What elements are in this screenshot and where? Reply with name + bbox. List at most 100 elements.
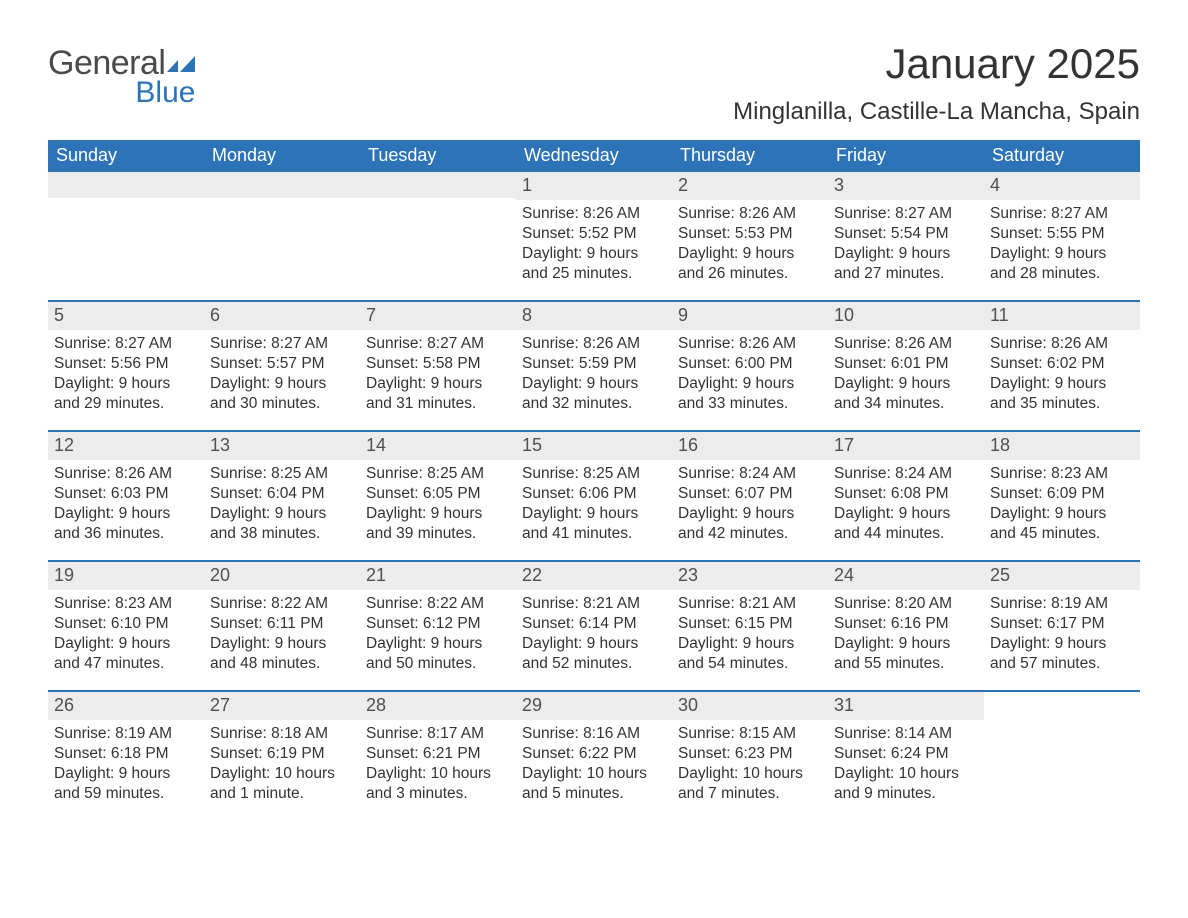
daylight-line: Daylight: 9 hours and 55 minutes.	[834, 634, 978, 674]
day-body: Sunrise: 8:21 AMSunset: 6:14 PMDaylight:…	[520, 594, 668, 673]
day-number: 22	[516, 562, 672, 590]
day-cell: 26 Sunrise: 8:19 AMSunset: 6:18 PMDayligh…	[48, 692, 204, 820]
daylight-line: Daylight: 10 hours and 7 minutes.	[678, 764, 822, 804]
day-body: Sunrise: 8:20 AMSunset: 6:16 PMDaylight:…	[832, 594, 980, 673]
daylight-line: Daylight: 9 hours and 41 minutes.	[522, 504, 666, 544]
day-number: 2	[672, 172, 828, 200]
dow-cell: Tuesday	[360, 140, 516, 172]
sunset-line: Sunset: 6:22 PM	[522, 744, 666, 764]
daylight-line: Daylight: 9 hours and 47 minutes.	[54, 634, 198, 674]
sunset-line: Sunset: 6:15 PM	[678, 614, 822, 634]
brand-text: General Blue	[48, 46, 197, 110]
day-number: 19	[48, 562, 204, 590]
empty-day-strip	[204, 172, 360, 198]
day-cell: 24Sunrise: 8:20 AMSunset: 6:16 PMDayligh…	[828, 562, 984, 690]
daylight-line: Daylight: 9 hours and 25 minutes.	[522, 244, 666, 284]
day-number: 21	[360, 562, 516, 590]
daylight-line: Daylight: 9 hours and 45 minutes.	[990, 504, 1134, 544]
sunrise-line: Sunrise: 8:26 AM	[54, 464, 198, 484]
title-block: January 2025 Minglanilla, Castille-La Ma…	[733, 40, 1140, 126]
week-row: 1Sunrise: 8:26 AMSunset: 5:52 PMDaylight…	[48, 172, 1140, 300]
day-number: 14	[360, 432, 516, 460]
sunset-line: Sunset: 6:18 PM	[54, 744, 198, 764]
sunrise-line: Sunrise: 8:23 AM	[54, 594, 198, 614]
daylight-line: Daylight: 9 hours and 39 minutes.	[366, 504, 510, 544]
daylight-line: Daylight: 9 hours and 59 minutes.	[54, 764, 198, 804]
day-cell: 5Sunrise: 8:27 AMSunset: 5:56 PMDaylight…	[48, 302, 204, 430]
day-cell	[360, 172, 516, 300]
day-cell: 1Sunrise: 8:26 AMSunset: 5:52 PMDaylight…	[516, 172, 672, 300]
day-cell: 14Sunrise: 8:25 AMSunset: 6:05 PMDayligh…	[360, 432, 516, 560]
day-cell: 23Sunrise: 8:21 AMSunset: 6:15 PMDayligh…	[672, 562, 828, 690]
sunrise-line: Sunrise: 8:26 AM	[678, 204, 822, 224]
day-number: 3	[828, 172, 984, 200]
day-cell	[984, 692, 1140, 820]
sunrise-line: Sunrise: 8:24 AM	[678, 464, 822, 484]
sunrise-line: Sunrise: 8:15 AM	[678, 724, 822, 744]
day-cell: 21Sunrise: 8:22 AMSunset: 6:12 PMDayligh…	[360, 562, 516, 690]
day-number: 20	[204, 562, 360, 590]
day-body: Sunrise: 8:19 AMSunset: 6:18 PMDaylight:…	[52, 724, 200, 803]
month-title: January 2025	[733, 40, 1140, 88]
day-body: Sunrise: 8:24 AMSunset: 6:08 PMDaylight:…	[832, 464, 980, 543]
day-number: 12	[48, 432, 204, 460]
daylight-line: Daylight: 9 hours and 26 minutes.	[678, 244, 822, 284]
day-number: 7	[360, 302, 516, 330]
day-cell: 4Sunrise: 8:27 AMSunset: 5:55 PMDaylight…	[984, 172, 1140, 300]
day-cell	[48, 172, 204, 300]
sunrise-line: Sunrise: 8:26 AM	[522, 204, 666, 224]
week-row: 19 Sunrise: 8:23 AMSunset: 6:10 PMDayligh…	[48, 560, 1140, 690]
day-body: Sunrise: 8:26 AMSunset: 6:03 PMDaylight:…	[52, 464, 200, 543]
day-body: Sunrise: 8:19 AMSunset: 6:17 PMDaylight:…	[988, 594, 1136, 673]
day-cell: 17Sunrise: 8:24 AMSunset: 6:08 PMDayligh…	[828, 432, 984, 560]
day-body: Sunrise: 8:23 AMSunset: 6:10 PMDaylight:…	[52, 594, 200, 673]
calendar: SundayMondayTuesdayWednesdayThursdayFrid…	[48, 140, 1140, 820]
day-body: Sunrise: 8:25 AMSunset: 6:06 PMDaylight:…	[520, 464, 668, 543]
sunset-line: Sunset: 5:59 PM	[522, 354, 666, 374]
header: General Blue January 2025 Minglanilla, C…	[48, 40, 1140, 126]
day-body: Sunrise: 8:14 AMSunset: 6:24 PMDaylight:…	[832, 724, 980, 803]
day-number: 10	[828, 302, 984, 330]
sunset-line: Sunset: 6:00 PM	[678, 354, 822, 374]
sunrise-line: Sunrise: 8:25 AM	[366, 464, 510, 484]
day-number: 11	[984, 302, 1140, 330]
weeks-container: 1Sunrise: 8:26 AMSunset: 5:52 PMDaylight…	[48, 172, 1140, 820]
dow-cell: Thursday	[672, 140, 828, 172]
sunset-line: Sunset: 5:58 PM	[366, 354, 510, 374]
daylight-line: Daylight: 9 hours and 35 minutes.	[990, 374, 1134, 414]
sunset-line: Sunset: 6:01 PM	[834, 354, 978, 374]
daylight-line: Daylight: 9 hours and 30 minutes.	[210, 374, 354, 414]
day-cell: 30Sunrise: 8:15 AMSunset: 6:23 PMDayligh…	[672, 692, 828, 820]
sunset-line: Sunset: 6:21 PM	[366, 744, 510, 764]
sunrise-line: Sunrise: 8:26 AM	[834, 334, 978, 354]
day-body: Sunrise: 8:24 AMSunset: 6:07 PMDaylight:…	[676, 464, 824, 543]
location: Minglanilla, Castille-La Mancha, Spain	[733, 98, 1140, 126]
sunset-line: Sunset: 6:08 PM	[834, 484, 978, 504]
dow-cell: Sunday	[48, 140, 204, 172]
daylight-line: Daylight: 9 hours and 42 minutes.	[678, 504, 822, 544]
daylight-line: Daylight: 10 hours and 3 minutes.	[366, 764, 510, 804]
day-cell: 2Sunrise: 8:26 AMSunset: 5:53 PMDaylight…	[672, 172, 828, 300]
sunrise-line: Sunrise: 8:27 AM	[990, 204, 1134, 224]
daylight-line: Daylight: 9 hours and 38 minutes.	[210, 504, 354, 544]
day-cell: 20Sunrise: 8:22 AMSunset: 6:11 PMDayligh…	[204, 562, 360, 690]
daylight-line: Daylight: 10 hours and 1 minute.	[210, 764, 354, 804]
day-number: 13	[204, 432, 360, 460]
sunset-line: Sunset: 6:02 PM	[990, 354, 1134, 374]
day-cell: 18Sunrise: 8:23 AMSunset: 6:09 PMDayligh…	[984, 432, 1140, 560]
day-cell: 31 Sunrise: 8:14 AMSunset: 6:24 PMDayligh…	[828, 692, 984, 820]
day-cell: 27Sunrise: 8:18 AMSunset: 6:19 PMDayligh…	[204, 692, 360, 820]
sunrise-line: Sunrise: 8:26 AM	[522, 334, 666, 354]
day-number: 26	[48, 692, 204, 720]
day-number: 9	[672, 302, 828, 330]
day-cell: 29Sunrise: 8:16 AMSunset: 6:22 PMDayligh…	[516, 692, 672, 820]
daylight-line: Daylight: 9 hours and 50 minutes.	[366, 634, 510, 674]
sunset-line: Sunset: 5:56 PM	[54, 354, 198, 374]
day-number: 31	[828, 692, 984, 720]
sunset-line: Sunset: 5:52 PM	[522, 224, 666, 244]
day-cell: 6Sunrise: 8:27 AMSunset: 5:57 PMDaylight…	[204, 302, 360, 430]
sunset-line: Sunset: 6:12 PM	[366, 614, 510, 634]
sunrise-line: Sunrise: 8:27 AM	[210, 334, 354, 354]
sunrise-line: Sunrise: 8:20 AM	[834, 594, 978, 614]
day-number: 15	[516, 432, 672, 460]
